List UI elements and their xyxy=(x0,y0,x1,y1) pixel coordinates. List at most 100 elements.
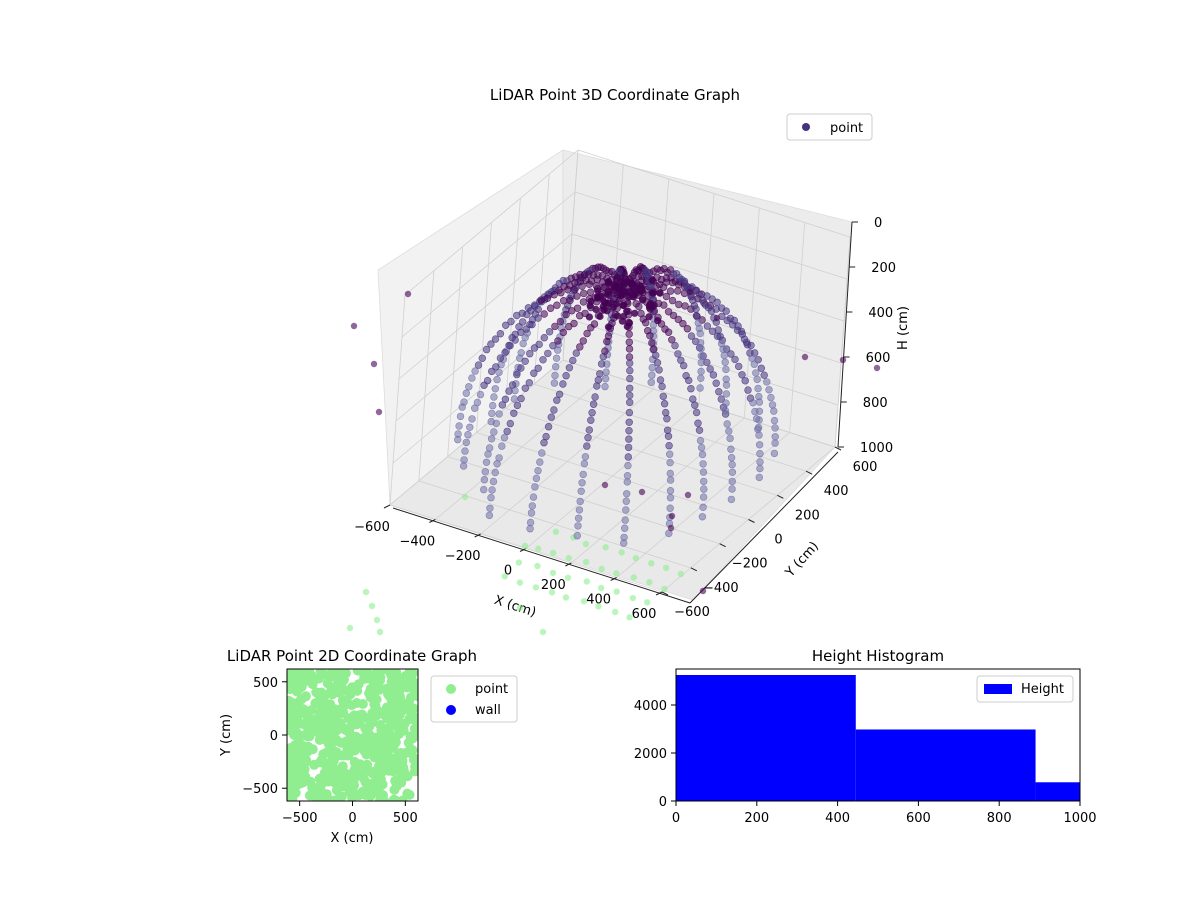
lidar-point xyxy=(531,483,539,491)
lidar-point xyxy=(540,439,548,447)
y-tick-label-2d: 0 xyxy=(270,729,278,744)
lidar-point xyxy=(625,398,634,407)
lidar-point xyxy=(551,322,559,331)
lidar-point xyxy=(666,287,675,295)
floor-point xyxy=(662,564,670,572)
lidar-point xyxy=(668,512,676,520)
histogram-y-ticks: 0 2000 4000 xyxy=(634,699,676,810)
lidar-point xyxy=(703,322,712,330)
floor-point xyxy=(549,569,557,577)
lidar-point xyxy=(741,377,749,385)
grid-line xyxy=(404,149,579,296)
floor-point xyxy=(583,578,590,585)
lidar-point xyxy=(679,319,687,328)
x-ticks-2d: −500 0 500 xyxy=(282,801,418,826)
lidar-point xyxy=(755,416,763,424)
point-2d xyxy=(291,719,302,730)
point-2d xyxy=(403,697,414,708)
point-2d xyxy=(293,703,303,714)
point-2d xyxy=(318,749,329,760)
lidar-point xyxy=(498,401,506,409)
point-2d xyxy=(410,761,418,772)
grid-line xyxy=(789,222,806,433)
lidar-point xyxy=(651,351,660,360)
lidar-point xyxy=(755,398,764,406)
floor-point xyxy=(613,570,620,577)
lidar-point xyxy=(625,427,633,435)
lidar-point xyxy=(553,396,561,404)
lidar-point xyxy=(578,282,586,290)
lidar-point xyxy=(585,280,593,288)
lidar-point xyxy=(588,409,596,417)
legend-3d: point xyxy=(786,113,873,141)
lidar-point xyxy=(586,288,595,296)
legend-3d-label: point xyxy=(830,121,863,136)
floor-point xyxy=(535,545,542,552)
floor-point xyxy=(629,594,637,602)
lidar-point xyxy=(637,286,645,295)
lidar-point xyxy=(564,322,573,331)
lidar-point xyxy=(617,291,626,299)
lidar-point xyxy=(727,445,735,453)
lidar-point xyxy=(593,382,601,390)
point-2d xyxy=(372,764,383,775)
z-tick-label: 0 xyxy=(874,216,882,231)
lidar-point xyxy=(720,351,728,360)
histogram-title: Height Histogram xyxy=(812,647,944,665)
y-tick-mark xyxy=(661,591,669,596)
lidar-point xyxy=(550,291,558,299)
lidar-point xyxy=(574,522,582,530)
lidar-point xyxy=(604,278,613,286)
lidar-point xyxy=(506,342,514,350)
lidar-point xyxy=(544,423,553,431)
grid-line xyxy=(504,198,521,409)
lidar-point xyxy=(713,314,721,322)
lidar-point xyxy=(665,450,674,458)
lidar-point xyxy=(621,516,629,524)
chart-2d-title: LiDAR Point 2D Coordinate Graph xyxy=(227,647,477,665)
x-tick-label-2d: −500 xyxy=(282,811,318,826)
point-2d xyxy=(329,764,340,775)
lidar-point xyxy=(625,345,634,353)
lidar-point xyxy=(559,297,568,305)
lidar-point xyxy=(540,334,548,342)
lidar-point xyxy=(620,301,628,309)
lidar-point xyxy=(609,303,617,311)
floor-point xyxy=(677,570,685,578)
lidar-point xyxy=(646,332,654,340)
grid-line xyxy=(418,270,435,481)
z-axis-line xyxy=(837,221,853,448)
point-2d xyxy=(310,698,321,709)
lidar-point xyxy=(728,460,736,469)
y-axis-label-2d: Y (cm) xyxy=(219,714,234,757)
lidar-point xyxy=(517,394,525,403)
legend-3d-marker xyxy=(802,123,810,131)
lidar-point xyxy=(709,371,718,379)
legend-histogram: Height xyxy=(976,675,1074,703)
lidar-point xyxy=(620,281,628,289)
lidar-point xyxy=(510,395,519,403)
floor-point xyxy=(582,540,590,548)
lidar-point xyxy=(602,368,610,376)
lidar-point xyxy=(765,386,773,394)
point-2d xyxy=(368,673,378,684)
point-2d xyxy=(354,765,365,776)
point-2d xyxy=(405,743,416,754)
chart-2d: LiDAR Point 2D Coordinate Graph −500 0 500… xyxy=(219,647,518,846)
y-tick-mark xyxy=(777,494,784,499)
lidar-point xyxy=(604,288,612,296)
lidar-point xyxy=(648,371,656,379)
lidar-point xyxy=(667,524,675,532)
lidar-point xyxy=(465,383,473,391)
lidar-point xyxy=(653,359,662,367)
lidar-point xyxy=(755,431,763,439)
lidar-point xyxy=(562,310,570,319)
x-axis-line xyxy=(392,507,691,604)
lidar-point xyxy=(594,376,602,384)
lidar-point xyxy=(591,393,599,401)
lidar-point xyxy=(496,354,505,362)
lidar-point xyxy=(671,341,679,350)
lidar-point xyxy=(650,345,658,353)
point-2d xyxy=(382,729,393,740)
lidar-point xyxy=(737,327,746,336)
